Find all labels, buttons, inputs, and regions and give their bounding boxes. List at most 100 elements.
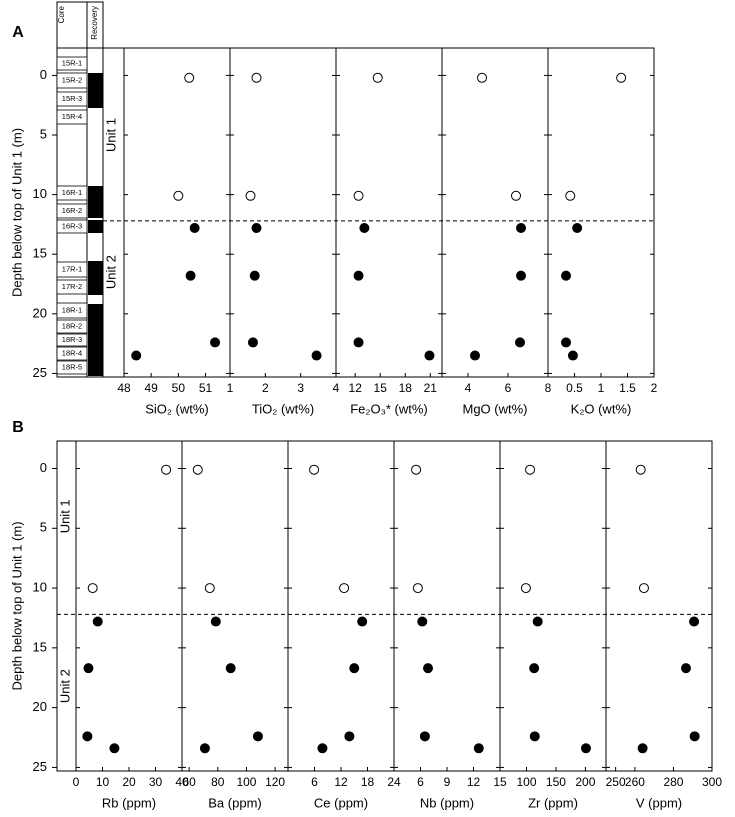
x-tick-label: 51 bbox=[199, 381, 213, 395]
data-point bbox=[204, 583, 215, 594]
x-axis-label: TiO₂ (wt%) bbox=[252, 401, 314, 416]
recovery-block bbox=[88, 73, 103, 108]
x-tick-label: 60 bbox=[182, 775, 196, 789]
data-point bbox=[529, 731, 540, 742]
plot-frame bbox=[335, 47, 443, 378]
x-tick-label: 50 bbox=[172, 381, 186, 395]
x-tick-label: 12 bbox=[349, 381, 363, 395]
x-tick-label: 150 bbox=[546, 775, 566, 789]
data-point bbox=[561, 337, 572, 348]
data-point bbox=[185, 270, 196, 281]
column-header: Core bbox=[57, 5, 66, 23]
x-tick-label: 9 bbox=[444, 775, 451, 789]
core-section bbox=[56, 91, 88, 107]
data-point bbox=[225, 663, 236, 674]
data-point bbox=[344, 731, 355, 742]
y-tick-label: 10 bbox=[33, 186, 47, 201]
data-point bbox=[192, 464, 203, 475]
data-point bbox=[419, 731, 430, 742]
data-point bbox=[529, 663, 540, 674]
core-section bbox=[56, 261, 88, 278]
data-point bbox=[511, 190, 521, 201]
core-section bbox=[56, 203, 88, 219]
plot-frame bbox=[181, 440, 289, 772]
data-point bbox=[210, 337, 221, 348]
x-tick-label: 1 bbox=[227, 381, 234, 395]
core-section bbox=[56, 302, 88, 319]
x-tick-label: 6 bbox=[417, 775, 424, 789]
data-point bbox=[561, 270, 572, 281]
data-point bbox=[567, 350, 578, 361]
plot-frame bbox=[123, 47, 231, 378]
plot-frame bbox=[547, 47, 655, 378]
core-section bbox=[56, 333, 88, 347]
plot-frame bbox=[499, 440, 607, 772]
x-tick-label: 80 bbox=[211, 775, 225, 789]
core-section bbox=[56, 185, 88, 201]
recovery-block bbox=[88, 186, 103, 218]
data-point bbox=[580, 743, 591, 754]
x-tick-label: 6 bbox=[311, 775, 318, 789]
core-section bbox=[56, 109, 88, 125]
x-tick-label: 48 bbox=[117, 381, 131, 395]
core-label: 18R-3 bbox=[62, 335, 82, 344]
x-tick-label: 8 bbox=[545, 381, 552, 395]
core-section bbox=[56, 219, 88, 234]
data-point bbox=[637, 743, 648, 754]
data-point bbox=[131, 350, 142, 361]
y-tick-label: 25 bbox=[33, 759, 47, 774]
data-point bbox=[424, 350, 435, 361]
x-tick-label: 3 bbox=[297, 381, 304, 395]
x-tick-label: 20 bbox=[122, 775, 136, 789]
data-point bbox=[249, 270, 260, 281]
core-label: 15R-2 bbox=[62, 75, 82, 84]
plot-frame bbox=[393, 440, 501, 772]
unit-label: Unit 2 bbox=[103, 255, 118, 289]
data-point bbox=[515, 337, 525, 348]
core-label: 17R-2 bbox=[62, 282, 82, 291]
data-point bbox=[161, 464, 172, 475]
core-label: 16R-3 bbox=[62, 221, 82, 230]
x-tick-label: 21 bbox=[424, 381, 438, 395]
panel-label: A bbox=[12, 24, 24, 41]
x-tick-label: 200 bbox=[575, 775, 595, 789]
x-tick-label: 18 bbox=[399, 381, 413, 395]
data-point bbox=[616, 72, 627, 83]
x-axis-label: MgO (wt%) bbox=[463, 401, 528, 416]
x-tick-label: 49 bbox=[144, 381, 158, 395]
x-tick-label: 6 bbox=[505, 381, 512, 395]
data-point bbox=[353, 190, 364, 201]
data-point bbox=[247, 337, 258, 348]
data-point bbox=[82, 731, 93, 742]
plot-frame bbox=[287, 440, 395, 772]
y-tick-label: 0 bbox=[40, 67, 47, 82]
x-tick-label: 4 bbox=[333, 381, 340, 395]
data-point bbox=[689, 731, 700, 742]
recovery-block bbox=[88, 220, 103, 233]
x-tick-label: 100 bbox=[516, 775, 536, 789]
column-header: Recovery bbox=[90, 6, 99, 40]
data-point bbox=[423, 663, 434, 674]
data-point bbox=[83, 663, 94, 674]
recovery-block bbox=[88, 304, 103, 376]
x-tick-label: 1 bbox=[598, 381, 605, 395]
data-point bbox=[87, 583, 98, 594]
core-section bbox=[56, 56, 88, 71]
x-axis-label: SiO₂ (wt%) bbox=[145, 401, 209, 416]
recovery-block bbox=[88, 261, 103, 295]
data-point bbox=[525, 464, 536, 475]
x-axis-label: Rb (ppm) bbox=[102, 795, 156, 810]
data-point bbox=[412, 583, 423, 594]
core-label: 18R-2 bbox=[62, 321, 82, 330]
core-label: 17R-1 bbox=[62, 264, 82, 273]
x-tick-label: 120 bbox=[265, 775, 285, 789]
data-point bbox=[572, 222, 583, 233]
core-label: 15R-1 bbox=[62, 58, 82, 67]
data-point bbox=[635, 464, 646, 475]
data-point bbox=[92, 616, 103, 627]
y-tick-label: 0 bbox=[40, 460, 47, 475]
y-axis-label: Depth below top of Unit 1 (m) bbox=[9, 128, 24, 297]
data-point bbox=[199, 743, 210, 754]
y-axis-label: Depth below top of Unit 1 (m) bbox=[9, 521, 24, 690]
x-tick-label: 15 bbox=[493, 775, 507, 789]
